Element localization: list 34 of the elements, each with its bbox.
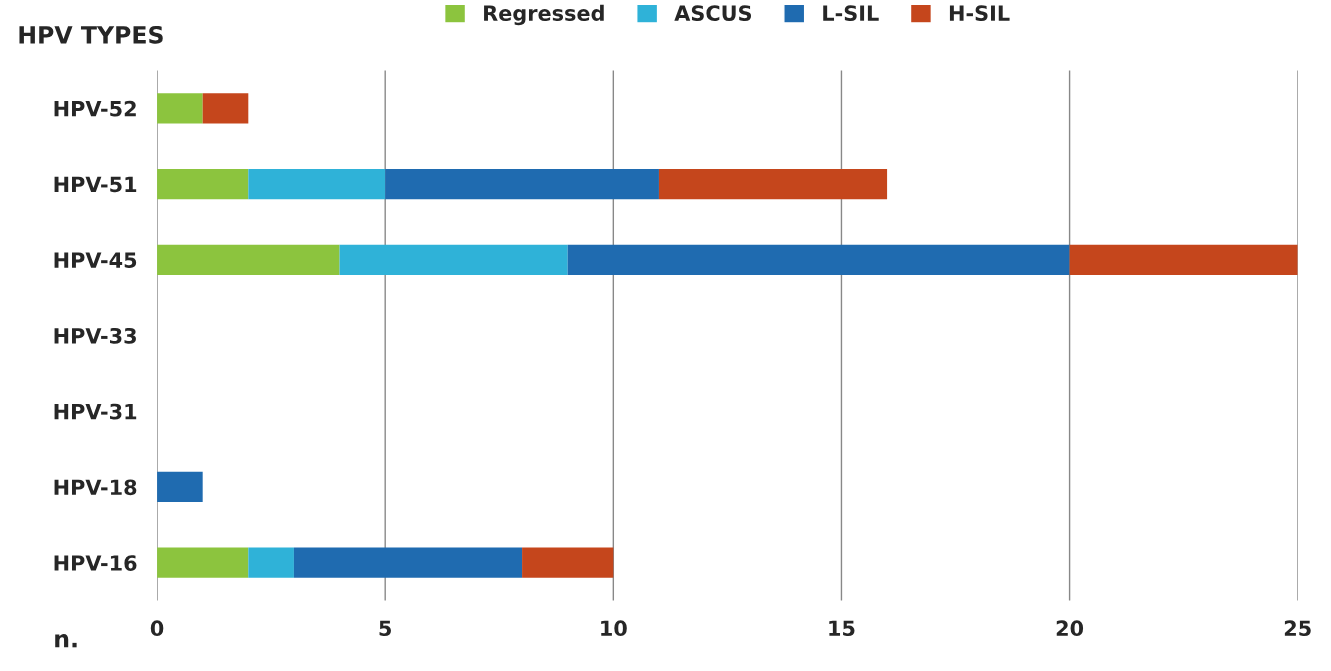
y-tick-label: HPV-52 xyxy=(54,100,136,117)
bar xyxy=(157,547,249,578)
x-tick-label: 25 xyxy=(1284,620,1311,637)
bar xyxy=(157,93,203,124)
y-tick-label: HPV-51 xyxy=(54,176,137,193)
bar xyxy=(658,168,888,200)
bar xyxy=(248,168,386,200)
x-tick-label: 20 xyxy=(1056,620,1084,637)
x-tick-label: 10 xyxy=(601,620,627,637)
y-tick-label: HPV-31 xyxy=(54,403,137,420)
bar xyxy=(202,93,249,124)
bar xyxy=(385,168,659,200)
bar xyxy=(293,547,523,578)
legend-label: L-SIL xyxy=(823,5,879,21)
bar xyxy=(157,244,340,275)
bar xyxy=(248,547,294,578)
bar xyxy=(157,168,249,200)
legend-label: Regressed xyxy=(484,4,604,26)
y-tick-label: HPV-33 xyxy=(54,327,136,344)
legend-label: ASCUS xyxy=(674,5,752,21)
x-axis-title: n. xyxy=(55,634,77,648)
y-axis-title: HPV TYPES xyxy=(19,25,163,44)
bar xyxy=(1069,244,1298,275)
bar xyxy=(157,471,203,503)
x-tick-label: 0 xyxy=(150,620,164,637)
y-tick-label: HPV-16 xyxy=(54,555,137,571)
y-tick-label: HPV-45 xyxy=(54,252,137,268)
x-tick-label: 15 xyxy=(829,620,855,637)
bar xyxy=(339,244,568,275)
y-tick-label: HPV-18 xyxy=(54,479,137,496)
x-tick-label: 5 xyxy=(379,620,391,637)
bar xyxy=(567,244,1070,275)
legend-label: H-SIL xyxy=(949,5,1010,21)
bar xyxy=(522,547,614,578)
